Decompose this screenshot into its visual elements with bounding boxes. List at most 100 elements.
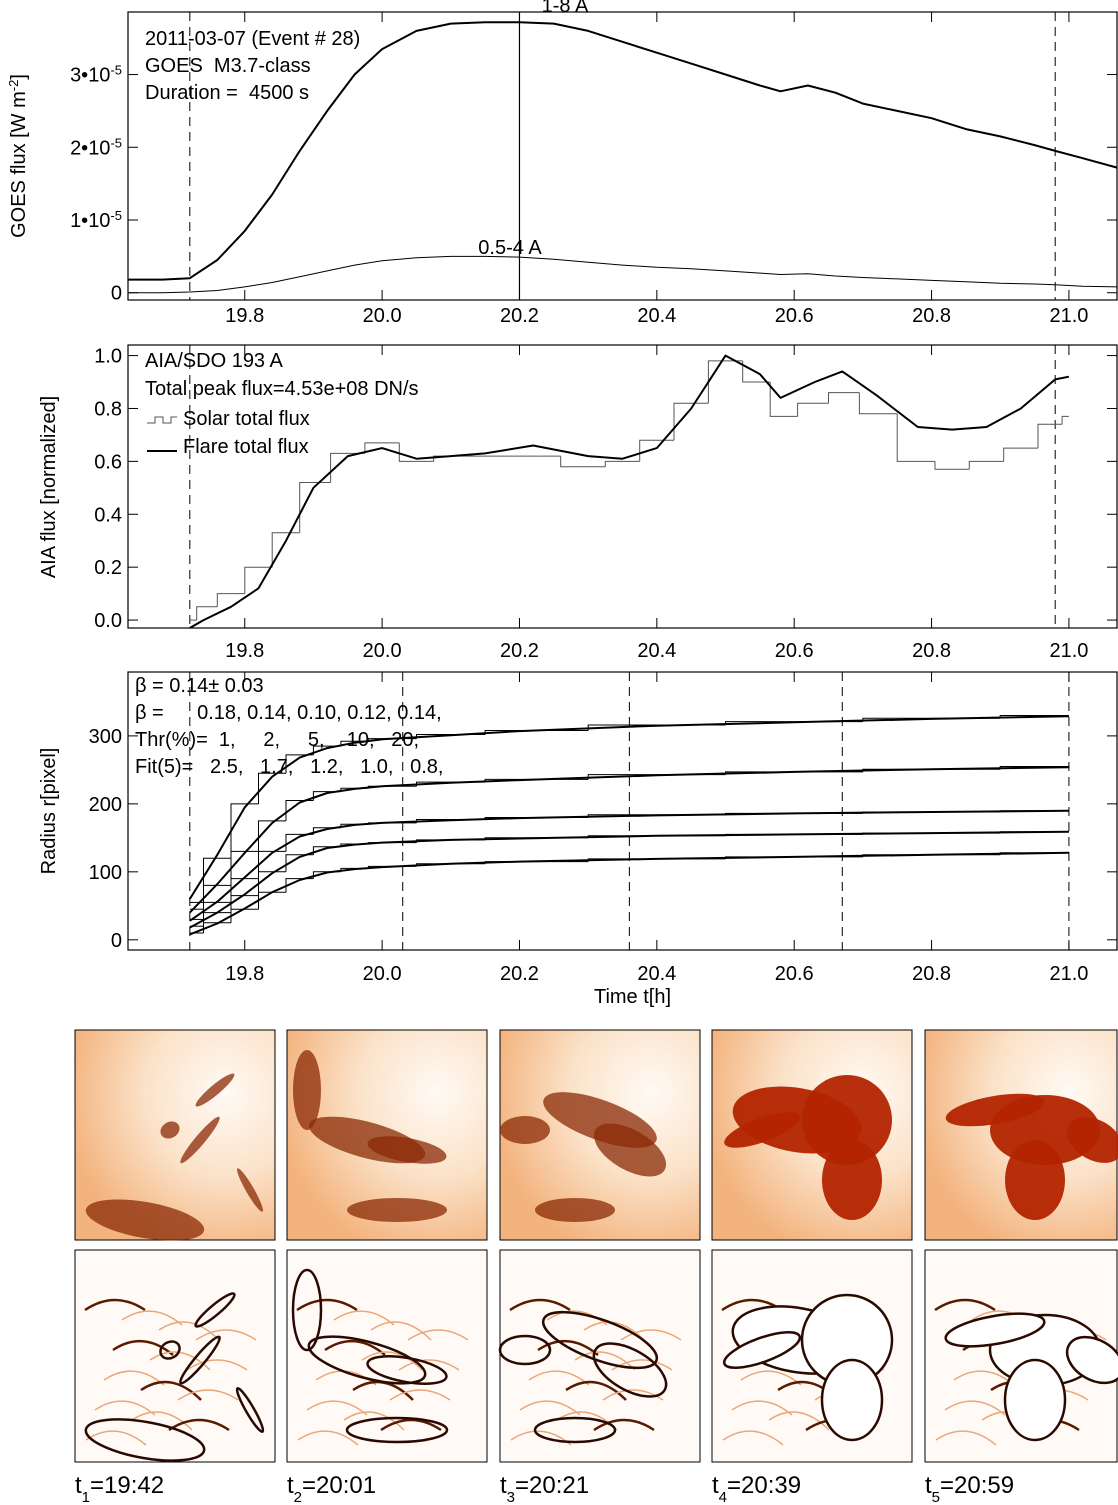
y-tick-label: 0.8	[94, 398, 122, 420]
texture-stroke	[574, 1351, 636, 1371]
image-panel	[499, 1029, 701, 1241]
contour	[366, 1355, 448, 1385]
curve-label: 0.5-4 A	[478, 237, 542, 259]
texture-stroke	[565, 1380, 627, 1401]
emission-blob	[535, 1198, 615, 1222]
y-tick-label: 100	[89, 862, 122, 884]
step-sample	[968, 460, 1004, 470]
contour	[592, 1342, 668, 1398]
texture-stroke	[546, 1310, 608, 1326]
difference-panel	[498, 1249, 701, 1463]
contour	[1065, 1335, 1118, 1385]
texture-stroke	[361, 1351, 423, 1371]
difference-panel	[286, 1249, 488, 1463]
texture-stroke	[195, 1329, 257, 1341]
texture-stroke	[722, 1430, 784, 1446]
x-tick-label: 20.8	[912, 640, 951, 662]
image-panel	[74, 1029, 276, 1241]
x-tick-label: 20.4	[637, 640, 676, 662]
image-panel	[924, 1029, 1118, 1241]
texture-stroke	[935, 1430, 997, 1446]
step-sample	[258, 871, 286, 896]
texture-stroke	[103, 1370, 165, 1386]
legend-symbol	[147, 416, 177, 424]
x-tick-label: 21.0	[1049, 640, 1088, 662]
texture-stroke	[131, 1411, 193, 1431]
x-tick-label: 20.6	[775, 640, 814, 662]
texture-stroke	[944, 1400, 1006, 1416]
texture-stroke	[140, 1380, 202, 1401]
emission-blob	[593, 1123, 667, 1177]
flux-curve	[189, 354, 1070, 629]
texture-stroke	[519, 1400, 581, 1416]
contour	[820, 1358, 884, 1442]
step-sample	[244, 566, 273, 594]
fit-curve	[189, 809, 1069, 922]
step-sample	[1003, 447, 1038, 462]
texture-stroke	[121, 1310, 183, 1326]
texture-stroke	[296, 1298, 358, 1312]
y-tick-label: 0.0	[94, 610, 122, 632]
x-tick-label: 20.2	[500, 963, 539, 985]
y-tick-label: 0.4	[94, 504, 122, 526]
plot-frame	[127, 671, 1118, 951]
texture-stroke	[380, 1418, 442, 1432]
texture-stroke	[389, 1389, 451, 1401]
emission-blob	[293, 1050, 321, 1130]
step-sample	[230, 878, 259, 903]
legend-label: Solar total flux	[183, 408, 310, 430]
texture-stroke	[297, 1430, 359, 1446]
y-axis-label: Radius r[pixel]	[38, 748, 60, 875]
step-sample	[707, 360, 743, 404]
annotation: GOES M3.7-class	[145, 55, 311, 77]
contour	[159, 1340, 181, 1360]
panel-label: t5=20:59	[925, 1472, 1014, 1505]
y-tick-label: 0	[111, 930, 122, 952]
texture-stroke	[509, 1298, 571, 1312]
x-tick-label: 20.6	[775, 305, 814, 327]
emission-blob	[1005, 1140, 1065, 1220]
texture-stroke	[112, 1339, 174, 1356]
contour	[498, 1334, 552, 1366]
x-tick-label: 20.0	[363, 963, 402, 985]
step-sample	[230, 895, 259, 913]
difference-panel	[711, 1249, 913, 1463]
emission-blob	[237, 1168, 263, 1212]
emission-blob	[1067, 1117, 1118, 1163]
step-sample	[258, 891, 286, 910]
y-tick-label: 0.2	[94, 557, 122, 579]
step-sample	[934, 461, 970, 470]
annotation: AIA/SDO 193 A	[145, 350, 284, 372]
step-sample	[230, 803, 259, 859]
x-tick-label: 20.8	[912, 305, 951, 327]
texture-stroke	[94, 1400, 156, 1416]
contour	[345, 1416, 449, 1444]
step-sample	[1037, 423, 1063, 449]
image-panel	[286, 1029, 488, 1241]
y-tick-label: 300	[89, 726, 122, 748]
image-panel	[711, 1029, 913, 1241]
step-sample	[797, 402, 829, 417]
step-sample	[858, 392, 898, 415]
texture-stroke	[537, 1339, 599, 1356]
step-sample	[258, 850, 286, 879]
contour	[1003, 1358, 1067, 1442]
texture-stroke	[186, 1359, 248, 1371]
step-sample	[896, 413, 935, 462]
step-sample	[828, 392, 860, 404]
step-sample	[203, 912, 231, 927]
texture-stroke	[528, 1370, 590, 1386]
texture-stroke	[407, 1329, 469, 1341]
step-sample	[560, 456, 606, 468]
emission-blob	[945, 1093, 1045, 1127]
annotation: β = 0.14± 0.03	[135, 675, 264, 697]
annotation: 2011-03-07 (Event # 28)	[145, 28, 360, 50]
y-tick-label: 0.6	[94, 451, 122, 473]
y-axis-label: AIA flux [normalized]	[38, 396, 60, 578]
emission-blob	[347, 1198, 447, 1222]
texture-stroke	[306, 1400, 368, 1416]
texture-stroke	[158, 1321, 220, 1341]
flux-curve	[128, 255, 1118, 294]
texture-stroke	[149, 1351, 211, 1371]
fit-curve	[189, 830, 1069, 929]
